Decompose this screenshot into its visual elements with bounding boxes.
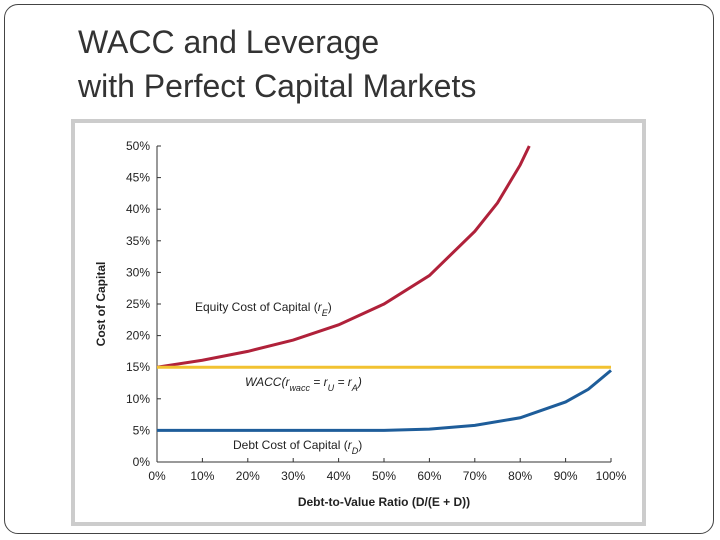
annotation-part: r <box>348 438 353 452</box>
x-tick-label: 70% <box>463 469 487 483</box>
x-tick-label: 20% <box>236 469 260 483</box>
title-line: WACC and Leverage <box>78 24 380 60</box>
annotation: Equity Cost of Capital (rE) <box>195 300 332 318</box>
x-tick-label: 80% <box>508 469 532 483</box>
y-tick-label: 35% <box>126 234 150 248</box>
annotation-part: A <box>351 383 358 393</box>
y-tick-label: 30% <box>126 265 150 279</box>
annotation-part: ) <box>358 438 362 452</box>
annotation-part: r <box>318 300 323 314</box>
annotation-part: D <box>352 446 359 456</box>
y-tick-label: 20% <box>126 329 150 343</box>
x-tick-label: 50% <box>372 469 396 483</box>
slide-frame <box>4 4 714 534</box>
annotation-part: E <box>322 308 329 318</box>
x-tick-label: 10% <box>190 469 214 483</box>
x-tick-label: 60% <box>417 469 441 483</box>
y-tick-label: 45% <box>126 171 150 185</box>
annotation-part: = r <box>310 375 329 389</box>
slide-title: WACC and Leverage with Perfect Capital M… <box>78 20 476 108</box>
series-line <box>156 145 531 369</box>
annotation-part: = r <box>334 375 353 389</box>
y-tick-label: 0% <box>133 455 151 469</box>
annotation: Debt Cost of Capital (rD) <box>233 438 362 456</box>
y-tick-label: 25% <box>126 297 150 311</box>
chart-frame <box>71 119 646 526</box>
series-line <box>157 369 612 432</box>
annotation-part: ) <box>328 300 332 314</box>
x-tick-label: 40% <box>327 469 351 483</box>
x-tick-label: 30% <box>281 469 305 483</box>
x-tick-label: 100% <box>596 469 627 483</box>
y-tick-label: 15% <box>126 360 150 374</box>
y-tick-label: 40% <box>126 202 150 216</box>
annotation-part: wacc <box>289 383 310 393</box>
x-tick-label: 0% <box>148 469 166 483</box>
annotation-part: Debt Cost of Capital ( <box>233 438 348 452</box>
y-tick-label: 5% <box>133 423 151 437</box>
annotation-part: WACC(r <box>245 375 290 389</box>
y-axis-label: Cost of Capital <box>94 262 108 347</box>
annotation: WACC(rwacc = rU = rA) <box>245 375 362 393</box>
annotation-part: U <box>328 383 335 393</box>
title-line: with Perfect Capital Markets <box>78 68 477 104</box>
x-tick-label: 90% <box>554 469 578 483</box>
y-tick-label: 10% <box>126 392 150 406</box>
annotation-part: ) <box>356 375 362 389</box>
x-axis-label: Debt-to-Value Ratio (D/(E + D)) <box>298 495 470 509</box>
annotation-part: Equity Cost of Capital ( <box>195 300 318 314</box>
y-tick-label: 50% <box>126 139 150 153</box>
